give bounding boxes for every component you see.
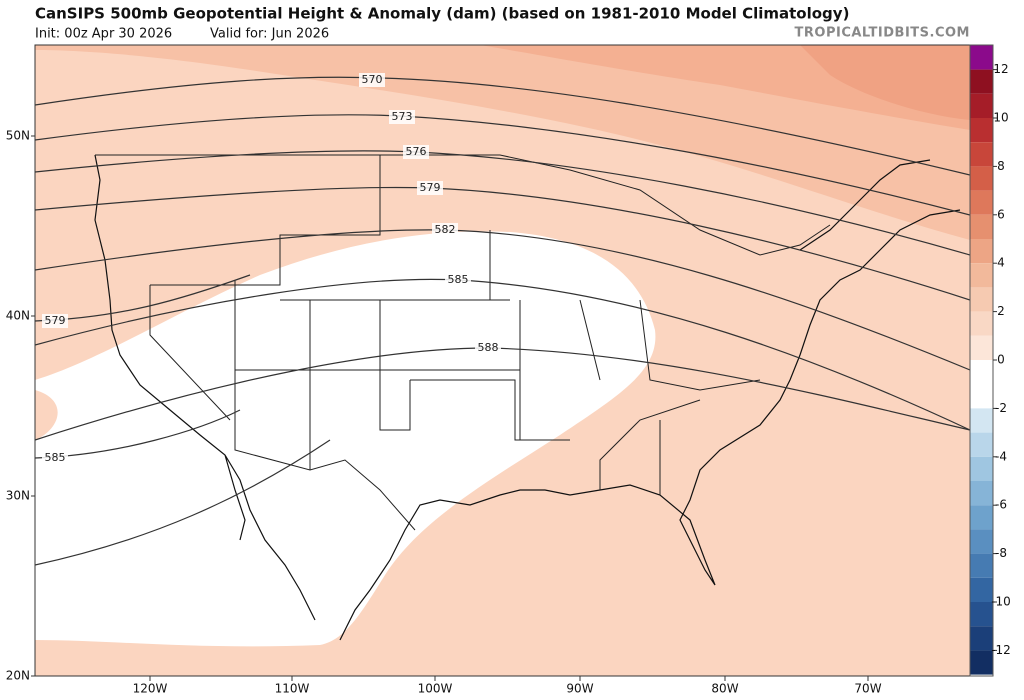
- colorbar-segment: [970, 505, 993, 530]
- colorbar-segment: [970, 263, 993, 288]
- colorbar-label: -6: [995, 498, 1007, 512]
- anomaly-fill: [800, 45, 970, 120]
- valid-time: Valid for: Jun 2026: [210, 27, 329, 42]
- colorbar-label: 10: [993, 111, 1008, 125]
- contour-line: [35, 76, 970, 176]
- colorbar-label: 2: [997, 304, 1005, 318]
- contour-label: 570: [362, 73, 383, 86]
- lon-label: 90W: [566, 682, 593, 696]
- lon-label: 110W: [275, 682, 310, 696]
- lat-label: 30N: [6, 489, 30, 503]
- colorbar-segment: [970, 481, 993, 506]
- title: CanSIPS 500mb Geopotential Height & Anom…: [35, 5, 849, 23]
- axes: 50N 40N 30N 20N 120W 110W 100W 90W 80W 70W: [6, 129, 882, 696]
- colorbar-label: -8: [995, 546, 1007, 560]
- colorbar-segment: [970, 118, 993, 143]
- colorbar-label: 0: [997, 353, 1005, 367]
- lat-label: 20N: [6, 669, 30, 683]
- colorbar-segment: [970, 93, 993, 118]
- colorbar-segment: [970, 529, 993, 554]
- colorbar-segment: [970, 190, 993, 215]
- anomaly-fill: [35, 45, 970, 240]
- colorbar-segment: [970, 602, 993, 627]
- init-time: Init: 00z Apr 30 2026: [35, 27, 172, 42]
- colorbar-segment: [970, 408, 993, 433]
- colorbar-segment: [970, 577, 993, 602]
- contour-label: 579: [45, 314, 66, 327]
- colorbar: 12 10 8 6 4 2 0 -2 -4 -6 -8 -10 -12: [969, 44, 1011, 677]
- map: 570 573 576 579 582 585 588 579 585: [35, 45, 970, 676]
- site-credit: TROPICALTIDBITS.COM: [795, 26, 970, 41]
- colorbar-segment: [970, 553, 993, 578]
- contour-label-bg: [42, 314, 68, 328]
- contour-label-bg: [445, 273, 471, 287]
- contour-label: 573: [392, 110, 413, 123]
- contour-label: 576: [406, 145, 427, 158]
- colorbar-segment: [970, 69, 993, 94]
- colorbar-label: 6: [997, 207, 1005, 221]
- contour-label-bg: [417, 181, 443, 195]
- colorbar-segment: [970, 360, 993, 385]
- lat-label: 50N: [6, 129, 30, 143]
- colorbar-segment: [970, 384, 993, 409]
- contour-label-bg: [475, 341, 501, 355]
- contour-label: 579: [420, 181, 441, 194]
- colorbar-label: -4: [995, 449, 1007, 463]
- lon-label: 80W: [711, 682, 738, 696]
- contour-label: 585: [448, 273, 469, 286]
- contour-label-bg: [389, 110, 415, 124]
- contour-label-bg: [403, 145, 429, 159]
- colorbar-label: 4: [997, 256, 1005, 270]
- contour-label-bg: [42, 451, 68, 465]
- colorbar-segment: [970, 626, 993, 651]
- colorbar-segment: [970, 214, 993, 239]
- colorbar-segment: [970, 335, 993, 360]
- colorbar-segment: [970, 166, 993, 191]
- contour-line: [35, 150, 970, 256]
- colorbar-segment: [970, 287, 993, 312]
- contour-label-bg: [432, 223, 458, 237]
- colorbar-label: -12: [991, 643, 1011, 657]
- lat-label: 40N: [6, 309, 30, 323]
- colorbar-segment: [970, 45, 993, 70]
- contour-label: 582: [435, 223, 456, 236]
- colorbar-segment: [970, 456, 993, 481]
- colorbar-segment: [970, 142, 993, 167]
- colorbar-label: 8: [997, 159, 1005, 173]
- colorbar-segment: [970, 650, 993, 675]
- colorbar-segment: [970, 239, 993, 264]
- anomaly-fill: [35, 231, 656, 647]
- lon-label: 120W: [133, 682, 168, 696]
- colorbar-segment: [970, 432, 993, 457]
- contour-line: [35, 186, 970, 301]
- colorbar-label: 12: [993, 62, 1008, 76]
- lon-label: 100W: [418, 682, 453, 696]
- contour-label: 588: [478, 341, 499, 354]
- lon-label: 70W: [854, 682, 881, 696]
- colorbar-label: -10: [991, 595, 1011, 609]
- contour-line: [35, 114, 970, 216]
- contour-label-bg: [359, 73, 385, 87]
- contours: 570 573 576 579 582 585 588 579 585: [35, 73, 970, 566]
- colorbar-segment: [970, 311, 993, 336]
- colorbar-label: -2: [995, 401, 1007, 415]
- contour-label: 585: [45, 451, 66, 464]
